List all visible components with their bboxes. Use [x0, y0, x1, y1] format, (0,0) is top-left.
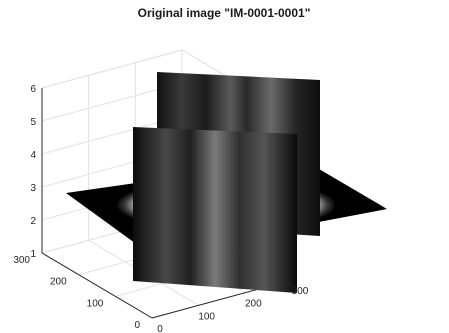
x-tick-label: 100 [198, 311, 215, 322]
y-tick-label: 100 [87, 298, 104, 309]
y-tick-label: 0 [134, 320, 140, 331]
x-tick-label: 0 [157, 324, 163, 333]
y-tick-label: 200 [50, 277, 67, 288]
z-tick-label: 6 [30, 84, 36, 95]
z-tick-label: 2 [30, 216, 36, 227]
z-tick-label: 1 [30, 249, 36, 260]
sagittal-slice [133, 127, 297, 293]
y-axis-line [41, 252, 153, 319]
chart-title: Original image "IM-0001-0001" [138, 6, 311, 20]
z-tick-label: 4 [30, 150, 36, 161]
x-tick-label: 200 [245, 299, 262, 310]
box-edge [41, 49, 183, 89]
x-tick-label: 300 [292, 286, 309, 297]
y-tick-label: 300 [13, 255, 30, 266]
z-tick-label: 3 [30, 183, 36, 194]
z-tick-label: 5 [30, 117, 36, 128]
